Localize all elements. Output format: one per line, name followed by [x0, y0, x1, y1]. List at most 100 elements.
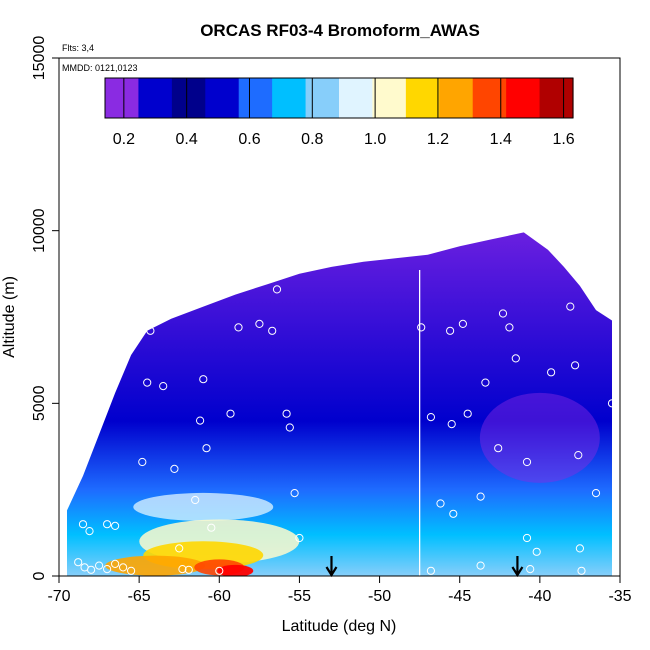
sample-point [498, 309, 508, 318]
plot-frame [58, 57, 621, 577]
sample-point [547, 368, 556, 377]
sample-point [143, 378, 152, 387]
sample-point [103, 520, 112, 529]
colorbar-tick-label: 1.0 [364, 131, 386, 148]
colorbar-swatch [205, 78, 240, 118]
sample-point [87, 565, 96, 574]
sample-point [290, 489, 299, 498]
colorbar-swatch [171, 78, 206, 118]
sample-point [170, 464, 179, 473]
colorbar-tick-label: 0.8 [301, 131, 323, 148]
sample-point [426, 566, 435, 575]
sample-point [95, 561, 104, 570]
colorbar-swatch [339, 78, 374, 118]
sample-point [119, 563, 128, 572]
sample-point [449, 509, 458, 518]
sample-point [526, 565, 535, 574]
sample-point [481, 378, 490, 387]
axes: -70 -65 -60 -55 -50 -45 -40 -35 0 5000 10000 15000 [31, 36, 632, 605]
sample-point [532, 547, 541, 556]
sample-point [178, 565, 187, 574]
sample-point [202, 444, 211, 453]
sample-point [74, 558, 83, 567]
x-tick-label: -50 [368, 588, 391, 605]
sample-point [494, 444, 503, 453]
colorbar: 0.2 0.4 0.6 0.8 1.0 1.2 1.4 1.6 [104, 77, 575, 148]
down-arrow-icon [511, 556, 524, 578]
feature-purple-zone [479, 392, 600, 483]
down-arrow-icon [325, 556, 338, 578]
colorbar-tick-label: 1.2 [427, 131, 449, 148]
sample-point [463, 409, 472, 418]
sample-point [199, 375, 208, 384]
dates-note: MMDD: 0121,0123 [62, 63, 138, 73]
sample-point [511, 354, 520, 363]
sample-point [436, 499, 445, 508]
sample-point [591, 489, 601, 498]
sample-point [522, 533, 532, 543]
colorbar-swatch [405, 78, 440, 118]
colorbar-swatch [138, 78, 173, 118]
feature-darkred-zone [217, 564, 254, 576]
x-axis-label: Latitude (deg N) [282, 618, 397, 635]
colorbar-swatch [472, 78, 507, 118]
x-tick-label: -45 [448, 588, 471, 605]
sample-point [272, 285, 282, 294]
colorbar-frame [104, 77, 574, 119]
colorbar-swatch [439, 78, 474, 118]
x-tick-label: -65 [128, 588, 151, 605]
sample-point [446, 326, 455, 335]
x-tick-label: -55 [288, 588, 311, 605]
colorbar-swatch [272, 78, 307, 118]
sample-point [215, 566, 224, 575]
colorbar-tick-label: 0.2 [113, 131, 135, 148]
curtain-envelope [67, 232, 612, 576]
sample-point [184, 565, 193, 574]
chart-title: ORCAS RF03-4 Bromoform_AWAS [200, 21, 480, 40]
sample-point [78, 520, 88, 529]
plot-area [67, 232, 621, 578]
colorbar-swatch [305, 78, 340, 118]
x-tick-label: -70 [47, 588, 70, 605]
sample-point [196, 416, 205, 425]
sample-point [505, 323, 514, 332]
sample-point [476, 492, 485, 501]
sample-point [574, 451, 583, 460]
y-axis-label: Altitude (m) [1, 276, 18, 358]
feature-orange-zone [105, 555, 206, 576]
sample-point [282, 409, 291, 418]
sample-point [103, 565, 112, 574]
sample-point [285, 423, 294, 432]
colorbar-tick-label: 0.6 [238, 131, 260, 148]
flights-note: Flts: 3,4 [62, 43, 94, 53]
sample-point [138, 457, 147, 467]
colorbar-swatch [372, 78, 407, 118]
colorbar-swatch [539, 78, 574, 118]
sample-point [612, 309, 621, 318]
colorbar-swatch [105, 78, 140, 118]
colorbar-tick-label: 1.4 [490, 131, 512, 148]
y-tick-label: 15000 [31, 36, 48, 81]
y-tick-label: 5000 [31, 385, 48, 421]
sample-point [268, 326, 277, 335]
sample-point [226, 409, 235, 418]
sample-point [111, 559, 120, 569]
sample-point [85, 527, 94, 536]
sample-point [607, 399, 617, 408]
x-tick-label: -40 [528, 588, 551, 605]
sample-point [234, 323, 243, 332]
sample-point [111, 521, 120, 531]
sample-point [417, 323, 426, 332]
x-tick-label: -60 [208, 588, 231, 605]
colorbar-swatch [506, 78, 541, 118]
sample-point [566, 302, 575, 311]
feature-low-light-band [133, 492, 274, 521]
sample-point [476, 561, 485, 570]
colorbar-swatch [238, 78, 273, 118]
colorbar-tick-label: 1.6 [552, 131, 574, 148]
sample-point [175, 544, 184, 553]
sample-point [127, 566, 136, 575]
y-tick-label: 10000 [31, 208, 48, 253]
sample-point [577, 566, 586, 575]
